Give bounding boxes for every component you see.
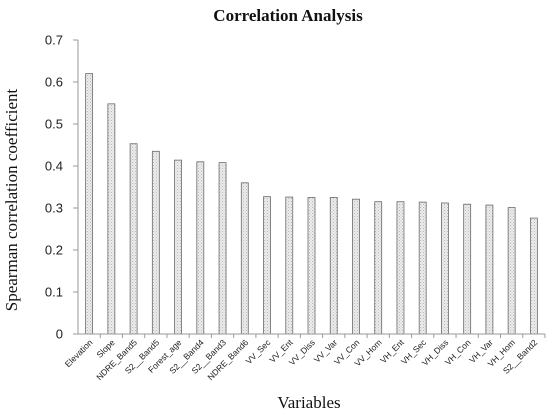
- bars-group: [85, 73, 538, 335]
- y-axis-ticks: 0 0.1 0.2 0.3 0.4 0.5 0.6 0.7: [45, 33, 78, 342]
- x-axis-ticks: Elevation SlopeNDRE_Band5S2__Band5Forest_…: [63, 334, 546, 382]
- bar: [85, 73, 94, 335]
- bar: [218, 162, 227, 335]
- bar: [463, 203, 472, 335]
- y-tick-label: 0.3: [45, 201, 63, 216]
- bar: [329, 197, 338, 335]
- bar: [396, 201, 405, 335]
- y-tick-label: 0.6: [45, 75, 63, 90]
- bar: [529, 217, 538, 335]
- y-axis-label: Spearman correlation coefficient: [2, 88, 21, 311]
- bar: [485, 204, 494, 335]
- y-tick-label: 0.7: [45, 33, 63, 48]
- bar: [285, 196, 294, 335]
- x-tick-label: VV_Sec: [244, 337, 273, 366]
- bar: [441, 202, 449, 335]
- bar: [263, 196, 271, 335]
- y-tick-label: 0.2: [45, 243, 63, 258]
- bar: [107, 103, 116, 335]
- bar: [418, 201, 427, 335]
- bar: [507, 207, 516, 335]
- bar: [196, 161, 205, 335]
- y-tick-label: 0.4: [45, 159, 63, 174]
- x-tick-label: Elevation: [63, 337, 95, 369]
- bar: [307, 197, 316, 335]
- y-tick-label: 0: [56, 327, 63, 342]
- bar: [129, 143, 138, 335]
- bar: [374, 201, 383, 335]
- bar: [174, 159, 182, 335]
- x-axis-label: Variables: [277, 393, 340, 412]
- y-tick-label: 0.5: [45, 117, 63, 132]
- bar: [352, 198, 360, 335]
- chart-title: Correlation Analysis: [213, 6, 363, 25]
- y-tick-label: 0.1: [45, 285, 63, 300]
- bar: [240, 182, 249, 335]
- bar: [151, 150, 160, 335]
